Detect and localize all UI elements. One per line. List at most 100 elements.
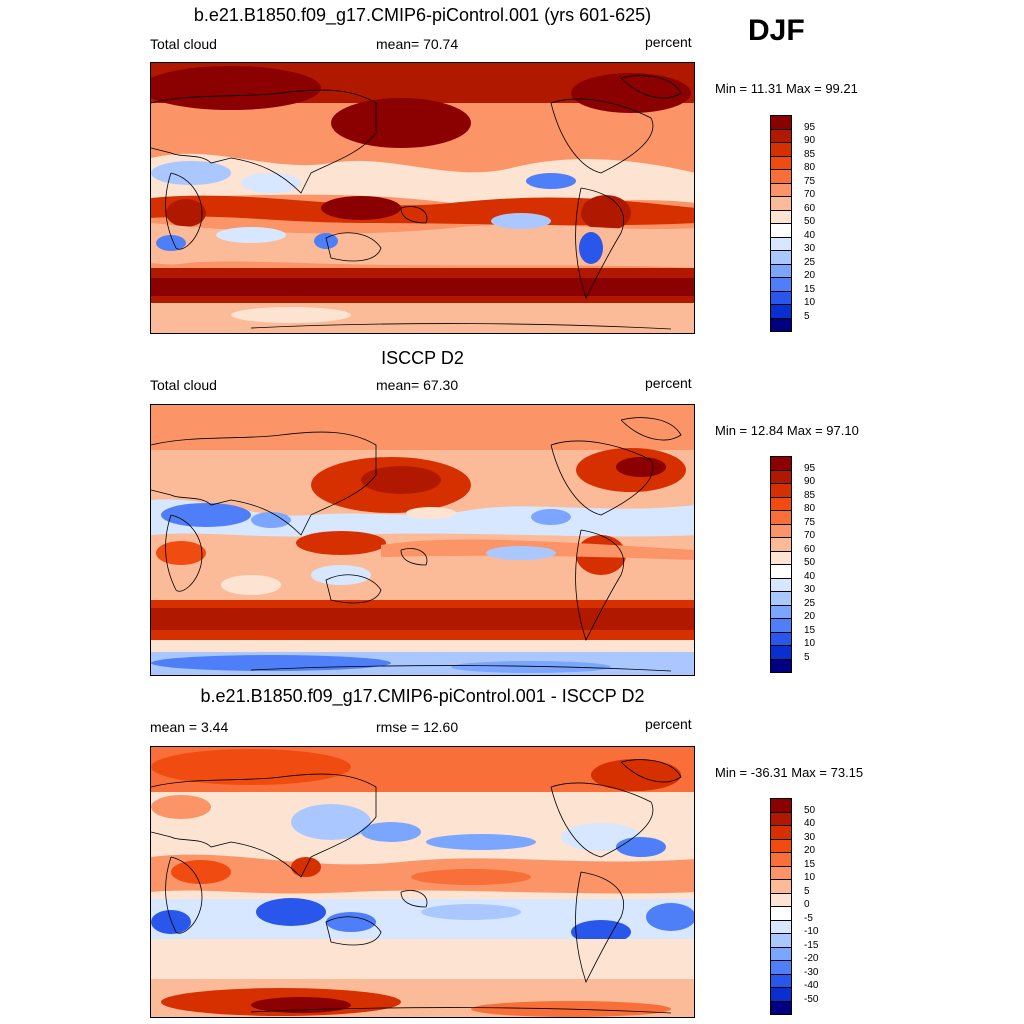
panel-2-map <box>150 404 695 676</box>
colorbar-swatch <box>770 987 792 1001</box>
colorbar-swatch <box>770 838 792 853</box>
colorbar-label: 80 <box>804 162 816 173</box>
colorbar-swatch <box>770 483 792 497</box>
colorbar-swatch <box>770 973 792 988</box>
colorbar-swatch <box>770 879 792 893</box>
colorbar-swatch <box>770 852 792 866</box>
panel-1-title: b.e21.B1850.f09_g17.CMIP6-piControl.001 … <box>193 5 652 25</box>
colorbar-label: 40 <box>804 229 816 241</box>
colorbar-label: 85 <box>804 489 816 501</box>
colorbar-swatch <box>770 658 792 673</box>
season-label: DJF <box>748 14 805 47</box>
panel-2-minmax: Min = 12.84 Max = 97.10 <box>715 423 859 438</box>
colorbar-label: 20 <box>804 270 816 281</box>
colorbar-label: 5 <box>804 885 810 897</box>
colorbar-label: 90 <box>804 135 816 146</box>
panel-2-units: percent <box>645 375 692 391</box>
colorbar-label: 20 <box>804 845 816 856</box>
colorbar-label: 5 <box>804 651 810 663</box>
colorbar-label: -50 <box>804 993 819 1005</box>
colorbar-swatch <box>770 263 792 278</box>
colorbar-swatch <box>770 591 792 605</box>
colorbar-label: 25 <box>804 256 816 268</box>
colorbar-swatch <box>770 906 792 920</box>
colorbar-swatch <box>770 933 792 947</box>
colorbar-label: 40 <box>804 818 816 829</box>
colorbar-swatch <box>770 236 792 251</box>
colorbar-label: 50 <box>804 804 816 816</box>
colorbar-swatch <box>770 128 792 143</box>
colorbar-label: 70 <box>804 189 816 200</box>
colorbar-swatch <box>770 155 792 170</box>
panel-3-colorbar: 50 40 30 20 15 10 5 0 -5 -10 -15 -20 -30 -40 -50 <box>770 798 818 1015</box>
colorbar-label: 10 <box>804 872 816 883</box>
colorbar-swatch <box>770 892 792 907</box>
colorbar-swatch <box>770 142 792 156</box>
panel-3-rmse: rmse = 12.60 <box>376 719 459 735</box>
colorbar-label: 60 <box>804 543 816 555</box>
colorbar-swatch <box>770 523 792 538</box>
colorbar-swatch <box>770 1000 792 1015</box>
colorbar-label: 30 <box>804 243 816 254</box>
colorbar-swatch <box>770 798 792 812</box>
colorbar-label: 5 <box>804 310 810 322</box>
colorbar-swatch <box>770 825 792 839</box>
panel-1-units: percent <box>645 34 692 50</box>
colorbar-swatch <box>770 209 792 224</box>
colorbar-label: 25 <box>804 597 816 609</box>
panel-3-map <box>150 746 695 1018</box>
colorbar-swatch <box>770 537 792 551</box>
colorbar-label: 30 <box>804 584 816 595</box>
panel-1-minmax: Min = 11.31 Max = 99.21 <box>715 81 858 96</box>
colorbar-label: -5 <box>804 912 813 924</box>
colorbar-swatch <box>770 169 792 183</box>
panel-3-title: b.e21.B1850.f09_g17.CMIP6-piControl.001 … <box>200 686 645 706</box>
panel-3-units: percent <box>645 716 692 732</box>
colorbar-swatch <box>770 550 792 565</box>
colorbar-label: -10 <box>804 926 819 937</box>
colorbar-swatch <box>770 577 792 592</box>
colorbar-swatch <box>770 811 792 826</box>
colorbar-label: 20 <box>804 611 816 622</box>
colorbar-swatch <box>770 919 792 934</box>
colorbar-label: -20 <box>804 953 819 964</box>
colorbar-label: 85 <box>804 148 816 160</box>
colorbar-swatch <box>770 469 792 484</box>
colorbar-swatch <box>770 510 792 524</box>
colorbar-label: 50 <box>804 216 816 227</box>
colorbar-label: 75 <box>804 175 816 187</box>
colorbar-label: -15 <box>804 939 819 951</box>
colorbar-label: 80 <box>804 503 816 514</box>
colorbar-label: 90 <box>804 476 816 487</box>
colorbar-label: 50 <box>804 557 816 568</box>
panel-1-colorbar: 95 90 85 80 75 70 60 50 40 30 25 20 15 10 5 <box>770 115 815 332</box>
colorbar-label: 70 <box>804 530 816 541</box>
panel-2-mean: mean= 67.30 <box>376 377 459 393</box>
colorbar-label: 10 <box>804 297 816 308</box>
colorbar-swatch <box>770 277 792 291</box>
colorbar-swatch <box>770 960 792 974</box>
colorbar-swatch <box>770 618 792 632</box>
colorbar-label: 95 <box>804 462 816 474</box>
panel-1-left-label: Total cloud <box>150 36 217 52</box>
colorbar-label: 0 <box>804 899 810 910</box>
colorbar-swatch <box>770 865 792 880</box>
colorbar-swatch <box>770 631 792 646</box>
colorbar-swatch <box>770 604 792 619</box>
panel-2-title: ISCCP D2 <box>381 348 464 368</box>
panel-1-map <box>150 62 695 334</box>
panel-1-mean: mean= 70.74 <box>376 36 459 52</box>
colorbar-label: 15 <box>804 858 816 870</box>
colorbar-swatch <box>770 456 792 470</box>
colorbar-swatch <box>770 317 792 332</box>
colorbar-swatch <box>770 290 792 305</box>
colorbar-label: 15 <box>804 624 816 636</box>
colorbar-label: 10 <box>804 638 816 649</box>
colorbar-swatch <box>770 115 792 129</box>
panel-3-minmax: Min = -36.31 Max = 73.15 <box>715 765 864 780</box>
colorbar-label: 60 <box>804 202 816 214</box>
panel-2-left-label: Total cloud <box>150 377 217 393</box>
colorbar-label: 40 <box>804 570 816 582</box>
colorbar-label: 95 <box>804 121 816 133</box>
colorbar-label: -40 <box>804 980 819 991</box>
